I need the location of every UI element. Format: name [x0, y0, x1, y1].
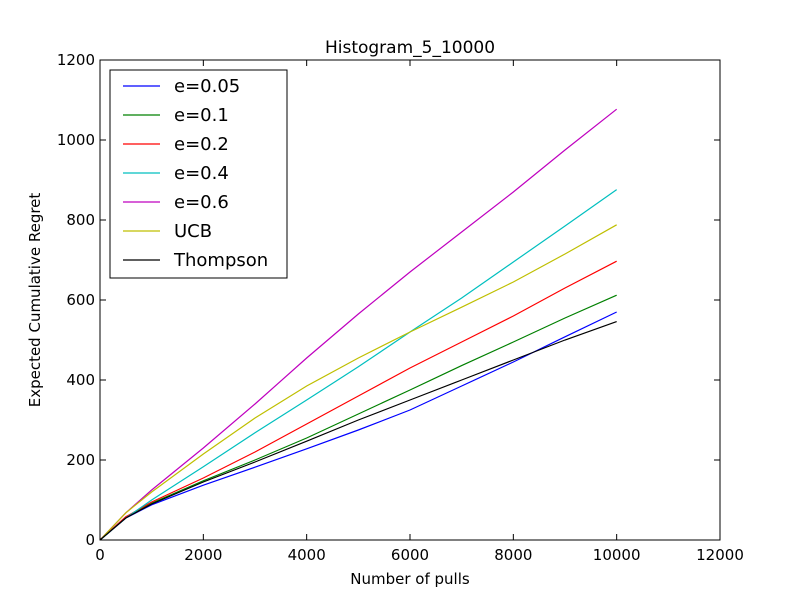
series-line-4: [99, 108, 618, 541]
legend: e=0.05 e=0.1 e=0.2 e=0.4 e=0.6 UCB Thompson: [109, 69, 288, 279]
legend-label-2: e=0.2: [174, 134, 229, 155]
series-line-1: [99, 294, 617, 541]
legend-box: [109, 69, 288, 279]
legend-label-5: UCB: [174, 221, 212, 242]
chart-title: Histogram_5_10000: [325, 38, 495, 58]
y-tick-label-4: 800: [66, 211, 95, 229]
series-layer: [99, 108, 618, 541]
y-tick-label-6: 1200: [57, 51, 95, 69]
legend-label-3: e=0.4: [174, 163, 229, 184]
y-tick-label-2: 400: [66, 371, 95, 389]
ticks-layer: 0 2000 4000 6000 8000 10000 12000 0 200 400 600 800…: [57, 51, 744, 564]
series-line-2: [99, 260, 617, 541]
x-tick-label-4: 8000: [494, 546, 532, 564]
x-tick-label-5: 10000: [593, 546, 641, 564]
legend-label-0: e=0.05: [174, 76, 240, 97]
y-axis-label: Expected Cumulative Regret: [26, 193, 44, 408]
legend-label-6: Thompson: [173, 250, 268, 271]
series-line-6: [99, 321, 617, 541]
y-tick-label-0: 0: [85, 531, 95, 549]
x-tick-label-0: 0: [95, 546, 105, 564]
y-tick-label-3: 600: [66, 291, 95, 309]
series-line-5: [99, 224, 617, 541]
legend-label-4: e=0.6: [174, 192, 229, 213]
series-line-3: [99, 189, 618, 541]
x-tick-label-3: 6000: [391, 546, 429, 564]
x-tick-label-2: 4000: [288, 546, 326, 564]
x-axis-label: Number of pulls: [350, 570, 470, 588]
x-tick-label-1: 2000: [184, 546, 222, 564]
legend-label-1: e=0.1: [174, 105, 229, 126]
y-tick-label-5: 1000: [57, 131, 95, 149]
x-tick-label-6: 12000: [696, 546, 744, 564]
y-tick-label-1: 200: [66, 451, 95, 469]
